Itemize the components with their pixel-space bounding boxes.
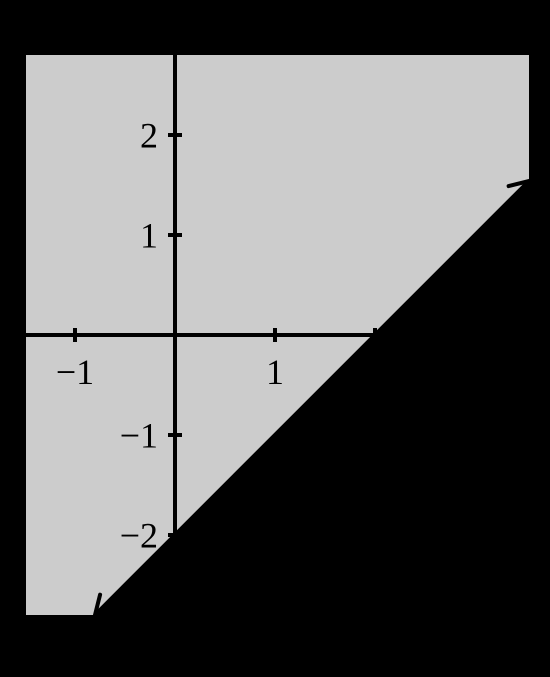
y-tick-label: −2 [120, 516, 158, 556]
y-tick-label: 1 [140, 216, 158, 256]
y-tick-label: 2 [140, 116, 158, 156]
x-tick-label: 3 [466, 352, 484, 392]
inequality-chart: −1 1 2 3 −2 −1 1 2 [0, 0, 550, 677]
chart-container: −1 1 2 3 −2 −1 1 2 [0, 0, 550, 677]
x-tick-label: −1 [56, 352, 94, 392]
x-tick-label: 2 [366, 352, 384, 392]
y-tick-label: −1 [120, 416, 158, 456]
x-tick-label: 1 [266, 352, 284, 392]
